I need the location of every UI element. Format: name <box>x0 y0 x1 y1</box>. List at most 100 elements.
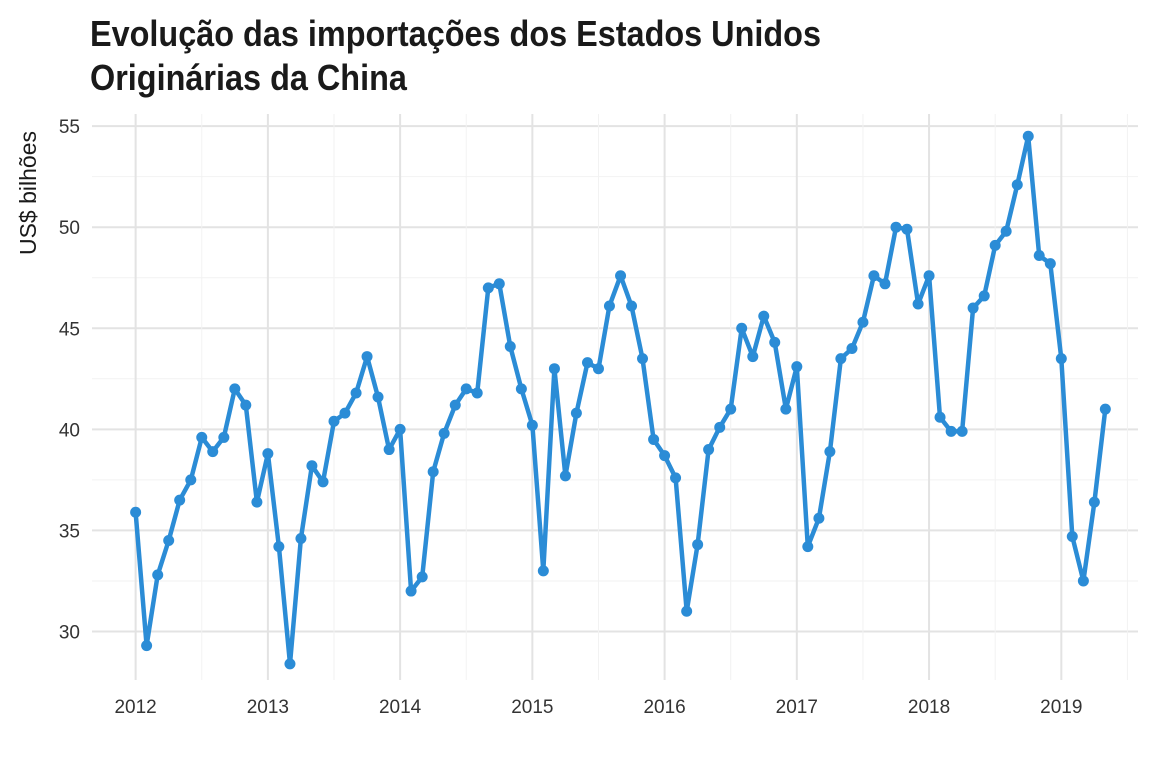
x-tick-label: 2017 <box>776 697 818 718</box>
chart-title-line-1: Evolução das importações dos Estados Uni… <box>90 13 821 54</box>
data-point <box>1055 353 1067 365</box>
data-point <box>482 282 494 294</box>
data-point <box>945 425 957 437</box>
data-point <box>615 270 627 282</box>
data-point <box>416 571 428 583</box>
data-point <box>1088 496 1100 508</box>
data-point <box>394 423 406 435</box>
data-point <box>1022 130 1034 142</box>
data-point <box>361 351 373 363</box>
x-tick-label: 2012 <box>114 697 156 718</box>
data-point <box>659 450 671 462</box>
data-point <box>570 407 582 419</box>
y-tick-label: 55 <box>59 117 80 138</box>
data-point <box>758 310 770 322</box>
y-tick-label: 35 <box>59 521 80 542</box>
data-point <box>736 322 748 334</box>
data-point <box>548 363 560 375</box>
data-point <box>592 363 604 375</box>
data-point <box>835 353 847 365</box>
x-axis-tick-labels: 2012 2013 2014 2015 2016 2017 2018 2019 <box>114 697 1082 718</box>
data-point <box>648 433 660 445</box>
data-point <box>174 494 186 506</box>
data-point <box>163 535 175 547</box>
chart-title: Evolução das importações dos Estados Uni… <box>90 12 821 100</box>
data-point <box>802 541 814 553</box>
data-point <box>890 221 902 233</box>
data-point <box>372 391 384 403</box>
data-point <box>471 387 483 399</box>
data-point <box>1099 403 1111 415</box>
x-tick-label: 2014 <box>379 697 422 718</box>
data-point <box>449 399 461 411</box>
data-point <box>581 357 593 369</box>
data-point <box>725 403 737 415</box>
data-point <box>967 302 979 314</box>
data-point <box>537 565 549 577</box>
y-axis-tick-labels: 30 35 40 45 50 55 <box>59 117 80 643</box>
data-point <box>603 300 615 312</box>
data-point <box>526 419 538 431</box>
data-point <box>218 431 230 443</box>
y-tick-label: 30 <box>59 622 80 643</box>
data-point <box>978 290 990 302</box>
data-point <box>956 425 968 437</box>
data-point <box>1011 179 1023 191</box>
data-point <box>251 496 263 508</box>
chart-title-line-2: Originárias da China <box>90 57 407 98</box>
data-point <box>152 569 164 581</box>
data-point <box>306 460 318 472</box>
data-point <box>813 512 825 524</box>
data-point <box>780 403 792 415</box>
data-point <box>1077 575 1089 587</box>
data-point <box>427 466 439 478</box>
grid-lines <box>92 114 1138 680</box>
data-point <box>1066 530 1078 542</box>
data-point <box>317 476 329 488</box>
x-tick-label: 2019 <box>1040 697 1082 718</box>
data-point <box>857 316 869 328</box>
data-point <box>493 278 505 290</box>
data-point <box>912 298 924 310</box>
data-point <box>901 223 913 235</box>
x-tick-label: 2015 <box>511 697 553 718</box>
data-point <box>405 585 417 597</box>
data-point <box>879 278 891 290</box>
data-point <box>240 399 252 411</box>
data-point <box>185 474 197 486</box>
data-point <box>714 421 726 433</box>
data-point <box>989 239 1001 251</box>
data-point <box>1000 225 1012 237</box>
data-point <box>196 431 208 443</box>
y-axis-title: US$ bilhões <box>15 131 41 255</box>
data-point <box>934 411 946 423</box>
data-point <box>504 340 516 352</box>
y-tick-label: 50 <box>59 218 80 239</box>
data-point <box>703 444 715 456</box>
data-point <box>273 541 285 553</box>
data-point <box>559 470 571 482</box>
data-point <box>350 387 362 399</box>
data-point <box>515 383 527 395</box>
data-point <box>769 336 781 348</box>
data-point <box>868 270 880 282</box>
x-tick-label: 2013 <box>247 697 289 718</box>
data-point <box>339 407 351 419</box>
data-point <box>1033 250 1045 261</box>
data-point <box>295 533 307 544</box>
data-point <box>284 658 296 670</box>
data-point <box>130 506 142 518</box>
x-tick-label: 2018 <box>908 697 950 718</box>
data-point <box>824 446 836 458</box>
x-tick-label: 2016 <box>643 697 685 718</box>
data-point <box>637 353 649 365</box>
data-point <box>207 446 219 458</box>
data-point <box>846 342 858 354</box>
data-point <box>262 448 274 460</box>
data-point <box>747 351 759 363</box>
data-point <box>460 383 472 395</box>
data-point <box>141 640 153 652</box>
y-tick-label: 40 <box>59 420 80 441</box>
series-line <box>133 133 1108 667</box>
